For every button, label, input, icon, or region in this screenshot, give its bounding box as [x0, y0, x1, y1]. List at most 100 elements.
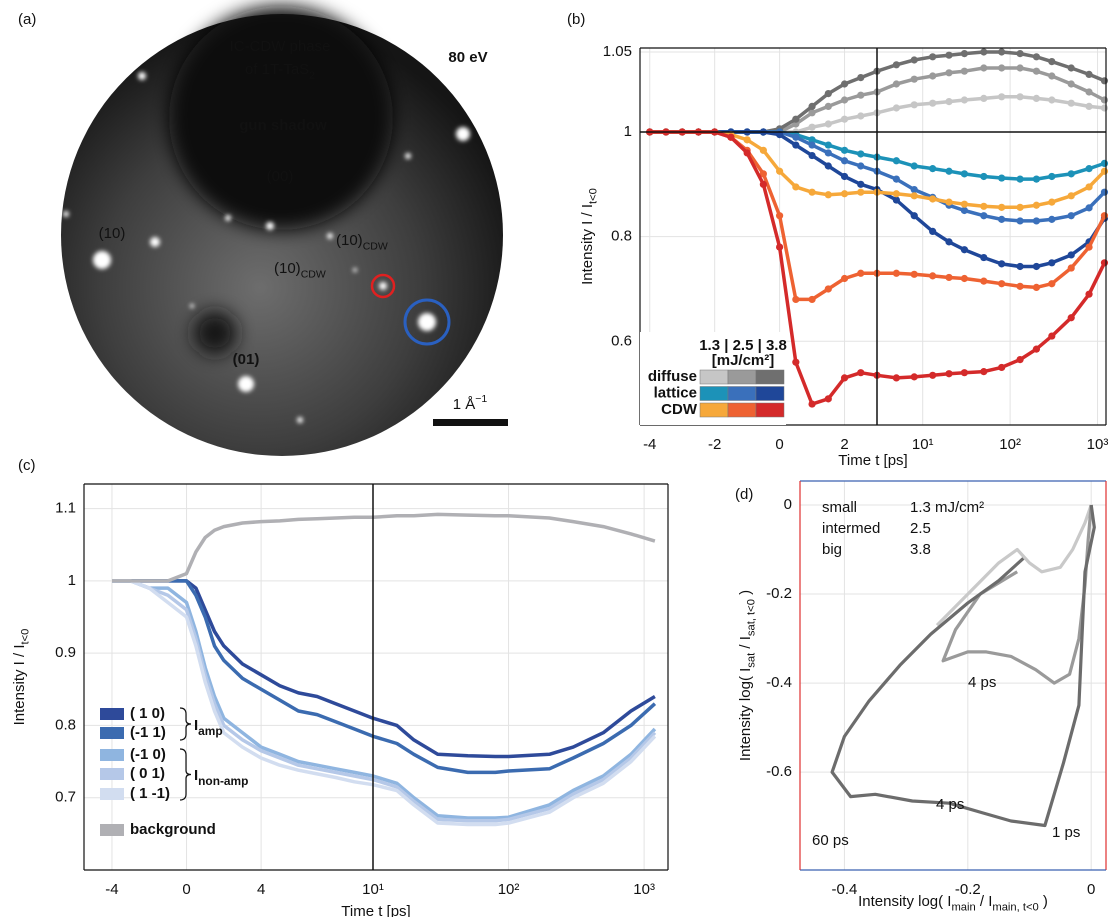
- data-point: [808, 295, 816, 304]
- y-tick-label: 0.8: [55, 716, 76, 733]
- data-point: [840, 374, 849, 382]
- legend-header: 1.3 | 2.5 | 3.8: [699, 337, 787, 354]
- legend-swatch: [755, 386, 785, 401]
- spot-label-part: (10): [274, 260, 301, 277]
- x-axis-label-part: main, t<0: [992, 902, 1038, 914]
- data-point: [808, 400, 816, 408]
- y-tick-label: -0.4: [766, 674, 792, 691]
- y-axis-label-part: Intensity I / I: [11, 645, 28, 726]
- data-point: [857, 369, 865, 377]
- spot-label-part: (00): [267, 168, 294, 185]
- y-axis-label-part: Intensity log( I: [737, 668, 754, 761]
- legend-label: (-1 0): [130, 746, 166, 763]
- data-point: [980, 64, 988, 72]
- data-point: [945, 98, 953, 106]
- panel-label: (d): [735, 486, 753, 503]
- legend-swatch: [755, 369, 785, 385]
- blue-marker: [403, 298, 451, 346]
- x-axis-label-part: Time t [ps]: [341, 903, 410, 917]
- data-point: [910, 101, 918, 109]
- scale-bar-label-part: −1: [475, 393, 487, 405]
- data-point: [1032, 53, 1041, 61]
- series-line: [830, 504, 1096, 828]
- data-point: [1048, 198, 1056, 206]
- data-point: [998, 174, 1006, 182]
- y-tick-label: 1.1: [55, 500, 76, 517]
- data-point: [1032, 201, 1041, 209]
- data-point: [929, 272, 937, 280]
- x-axis-label: Time t [ps]: [341, 903, 410, 917]
- legend-label: small: [822, 499, 857, 516]
- x-axis-label: Time t [ps]: [838, 452, 907, 469]
- y-tick-label: -0.2: [766, 585, 792, 602]
- data-point: [824, 285, 832, 293]
- x-axis-label-part: ): [1039, 893, 1048, 910]
- data-point: [945, 273, 953, 282]
- data-point: [1048, 172, 1056, 181]
- legend-swatch: [100, 768, 124, 780]
- y-tick-label: 0.9: [55, 644, 76, 661]
- leed-image: [61, 6, 508, 456]
- data-point: [1016, 203, 1024, 211]
- data-point: [808, 141, 816, 149]
- legend-brace: [179, 748, 192, 801]
- data-point: [1048, 280, 1056, 288]
- data-point: [824, 395, 832, 403]
- x-tick-label: 0: [775, 436, 783, 453]
- data-point: [929, 72, 937, 80]
- data-point: [808, 109, 816, 117]
- data-point: [792, 141, 800, 149]
- data-point: [960, 274, 969, 283]
- data-point: [840, 146, 849, 154]
- data-point: [792, 358, 800, 366]
- data-point: [1032, 94, 1041, 102]
- scale-bar: [433, 419, 508, 426]
- spot-label: (10): [99, 225, 126, 242]
- x-tick-label: -0.4: [831, 881, 857, 898]
- annotation: 4 ps: [968, 674, 996, 691]
- gun-shadow: [169, 6, 393, 230]
- plot-area: [84, 484, 668, 870]
- legend-swatch: [755, 402, 785, 418]
- y-axis-label-part: ): [737, 590, 754, 599]
- data-point: [1100, 259, 1109, 267]
- data-point: [945, 51, 953, 59]
- x-tick-label: 4: [257, 881, 265, 898]
- series-line: [935, 504, 1093, 627]
- data-point: [840, 115, 849, 123]
- spot-label: (01): [233, 351, 260, 368]
- data-point: [1016, 282, 1024, 290]
- red-marker: [370, 273, 396, 299]
- data-point: [998, 64, 1006, 72]
- data-point: [776, 212, 784, 220]
- data-point: [998, 203, 1006, 211]
- data-point: [857, 162, 865, 170]
- dark-blob: [193, 311, 237, 355]
- image-title: of 1T-TaS2: [245, 61, 315, 81]
- spot-label-part: (10): [99, 225, 126, 242]
- data-point: [1100, 212, 1109, 220]
- data-point: [998, 48, 1006, 56]
- data-point: [892, 175, 900, 183]
- x-tick-label: -2: [708, 436, 721, 453]
- legend-label: ( 1 0): [130, 705, 165, 722]
- data-point: [1032, 262, 1041, 271]
- data-point: [1085, 165, 1093, 173]
- data-point: [824, 141, 832, 149]
- data-point: [840, 172, 849, 181]
- data-point: [824, 120, 832, 128]
- spot-label-part: CDW: [363, 240, 388, 252]
- data-point: [945, 238, 953, 246]
- data-point: [776, 131, 784, 139]
- y-tick-label: 1.05: [603, 43, 632, 60]
- x-tick-label: 10²: [999, 436, 1021, 453]
- data-point: [892, 196, 900, 204]
- data-point: [1085, 243, 1093, 251]
- data-point: [929, 371, 937, 379]
- legend-bracket-label: Inon-amp: [194, 767, 248, 788]
- data-point: [1032, 67, 1041, 75]
- y-tick-label: -0.6: [766, 763, 792, 780]
- series-line: [112, 512, 656, 583]
- y-tick-label: 0: [784, 496, 792, 513]
- data-point: [1016, 175, 1024, 183]
